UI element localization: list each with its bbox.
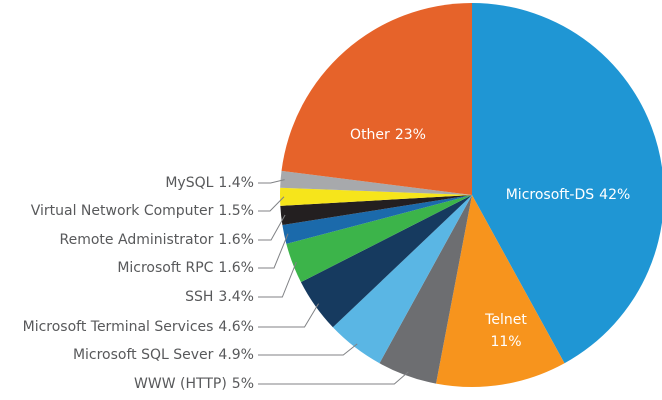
- slice-value: 1.6%: [218, 260, 254, 276]
- slice-label: Microsoft SQL Sever 4.9%: [73, 347, 254, 363]
- pie-slice: [332, 195, 472, 364]
- pie-slice: [280, 170, 472, 195]
- slice-label: MySQL 1.4%: [165, 175, 254, 191]
- slice-label: WWW (HTTP) 5%: [134, 376, 254, 392]
- slice-label: Other 23%: [350, 127, 426, 143]
- leader-line: [258, 343, 358, 356]
- slice-name: Microsoft RPC: [117, 260, 213, 276]
- slice-value: 4.9%: [218, 347, 254, 363]
- pie-slice: [282, 195, 472, 244]
- slice-name: SSH: [185, 289, 213, 305]
- slice-name: WWW (HTTP): [134, 376, 227, 392]
- slice-name: MySQL: [165, 175, 213, 191]
- slice-name: Telnet: [484, 312, 527, 328]
- leader-line: [258, 179, 285, 184]
- pie-slice: [300, 195, 472, 328]
- leader-line: [258, 303, 319, 328]
- slice-value: 4.6%: [218, 319, 254, 335]
- leader-line: [258, 371, 409, 385]
- slice-name: Microsoft Terminal Services: [23, 319, 214, 335]
- slice-value: 1.4%: [218, 175, 254, 191]
- pie-slice: [280, 195, 472, 226]
- leader-line: [258, 261, 297, 298]
- slice-name: Microsoft-DS: [506, 187, 595, 203]
- slice-value: 3.4%: [218, 289, 254, 305]
- pie-slice: [436, 195, 565, 387]
- leader-line: [258, 233, 289, 269]
- slice-value: 1.5%: [218, 203, 254, 219]
- leader-line: [258, 196, 285, 212]
- slice-label: Microsoft-DS 42%: [506, 187, 631, 203]
- pie-slice: [280, 187, 472, 206]
- slice-label: Microsoft RPC 1.6%: [117, 260, 254, 276]
- slice-name: Other: [350, 127, 390, 143]
- slice-label: Microsoft Terminal Services 4.6%: [23, 319, 254, 335]
- slice-label: Remote Administrator 1.6%: [60, 232, 254, 248]
- leader-line: [258, 214, 286, 241]
- slice-label: Telnet 11%: [484, 312, 527, 350]
- pie-slice: [281, 3, 472, 195]
- pie-slice: [379, 195, 472, 384]
- pie-slice: [472, 3, 662, 364]
- slice-value: 42%: [599, 187, 630, 203]
- slice-value: 1.6%: [218, 232, 254, 248]
- slice-name: Remote Administrator: [60, 232, 214, 248]
- slice-label: Virtual Network Computer 1.5%: [31, 203, 254, 219]
- slice-label: SSH 3.4%: [185, 289, 254, 305]
- slice-name: Microsoft SQL Sever: [73, 347, 214, 363]
- slice-name: Virtual Network Computer: [31, 203, 214, 219]
- pie-slice: [286, 195, 472, 283]
- slice-value: 11%: [490, 334, 521, 350]
- slice-value: 5%: [232, 376, 254, 392]
- slice-value: 23%: [395, 127, 426, 143]
